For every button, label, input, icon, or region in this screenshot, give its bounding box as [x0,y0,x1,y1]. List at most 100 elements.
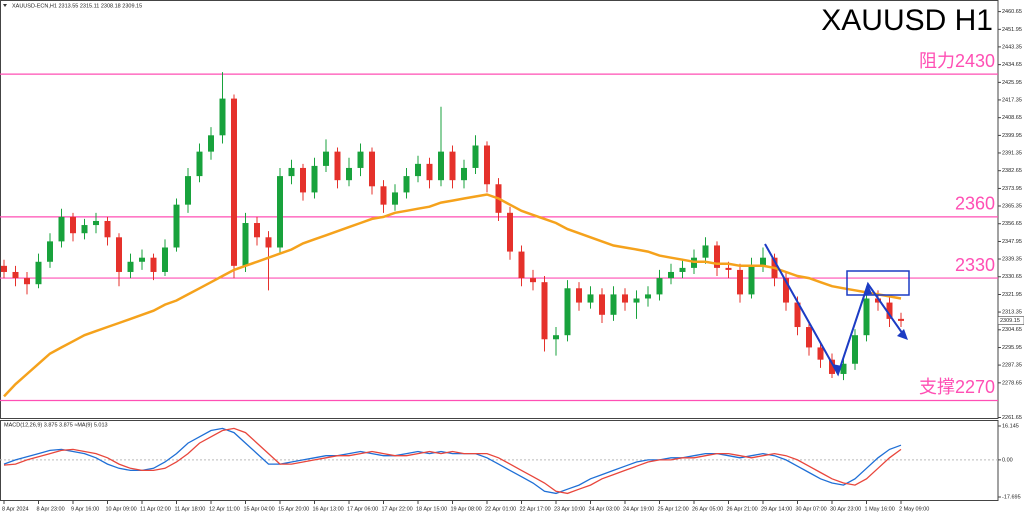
x-tick-label: 23 Apr 10:00 [554,506,585,512]
candle-body [668,271,674,279]
x-tick-label: 11 Apr 02:00 [140,506,171,512]
y-tick-label: 2460.65 [1002,9,1022,15]
x-tick-label: 30 Apr 23:00 [830,506,861,512]
y-tick-label: 2443.35 [1002,44,1022,50]
y-tick-label: 2295.95 [1002,345,1022,351]
macd-label: MACD(12,26,9) 3.875 3.875 ≈MA(9) 5.013 [4,422,108,428]
candle-body [541,282,548,340]
candle-body [415,163,421,177]
candle-body [242,223,249,266]
candle-body [47,241,53,262]
x-tick-label: 9 Apr 16:00 [71,506,99,512]
candle-body [714,245,720,268]
y-tick-label: 2278.65 [1002,380,1022,386]
candle-body [840,363,847,374]
candle-body [610,294,617,315]
x-tick-label: 25 Apr 12:00 [658,506,689,512]
y-tick-label: 2347.95 [1002,239,1022,245]
macd-panel-frame [0,420,999,501]
candle-body [817,347,824,360]
candle-body [829,359,835,374]
y-tick-label: 2321.95 [1002,292,1022,298]
macd-y-tick-label: -17.695 [1002,494,1021,500]
y-tick-label: 2451.95 [1002,27,1022,33]
level-label: 2360 [955,194,995,214]
candle-body [139,257,145,262]
menu-arrow [3,4,7,7]
x-tick-label: 30 Apr 07:00 [796,506,827,512]
candle-body [150,257,157,272]
x-tick-label: 19 Apr 08:00 [451,506,482,512]
candle-body [875,298,881,303]
y-tick-label: 2399.95 [1002,133,1022,139]
candle-body [58,216,65,242]
y-tick-label: 2382.65 [1002,168,1022,174]
x-tick-label: 22 Apr 01:00 [485,506,516,512]
candle-body [380,186,387,205]
candle-body [449,151,456,181]
levels: 阻力2430 2360 2330 支撑2270 [0,51,998,402]
candle-body [679,267,686,272]
candle-body [1,265,7,272]
y-tick-label: 2304.65 [1002,327,1022,333]
candle-body [783,278,789,303]
y-tick-label: 2356.65 [1002,221,1022,227]
candle-body [403,176,410,193]
candle-body [587,294,594,303]
arrow-head [897,329,908,340]
y-tick-label: 2434.65 [1002,62,1022,68]
candle-body [725,267,732,270]
candle-body [599,294,605,315]
candle-body [277,176,283,248]
annotation [764,243,910,377]
candle-body [530,278,536,283]
candle-body [576,288,582,303]
x-tick-label: 29 Apr 14:00 [761,506,792,512]
candle-body [196,151,203,177]
candle-body [93,220,99,226]
candle-body [553,335,559,340]
arrow-head [864,284,872,295]
x-tick-label: 15 Apr 04:00 [244,506,275,512]
x-tick-label: 2 May 09:00 [899,506,929,512]
x-tick-label: 8 Apr 23:00 [37,506,65,512]
candle-body [35,261,42,285]
candle-body [645,294,651,299]
candle-body [461,167,467,181]
candle-body [116,237,122,272]
level-label: 阻力2430 [919,51,995,71]
x-tick-label: 10 Apr 09:00 [106,506,137,512]
candle-body [633,298,640,303]
chart-title: XAUUSD H1 [821,4,993,37]
level-label: 支撑2270 [919,377,995,397]
candle-body [507,212,513,252]
candle-body [12,271,19,279]
candle-body [334,151,341,181]
last-price-box [997,316,1024,325]
x-tick-label: 1 May 16:00 [865,506,895,512]
candle-body [104,220,111,238]
candle-body [369,151,375,187]
arrow-head [832,364,842,374]
x-tick-label: 24 Apr 03:00 [589,506,620,512]
y-tick-label: 2339.35 [1002,256,1022,262]
y-tick-label: 2365.35 [1002,203,1022,209]
y-tick-label: 2417.35 [1002,97,1022,103]
candle-body [702,245,709,258]
candle-body [219,98,226,136]
y-tick-label: 2425.95 [1002,80,1022,86]
x-tick-label: 26 Apr 05:00 [692,506,723,512]
candle-body [208,135,214,152]
last-price-label: 2309.15 [1000,318,1020,324]
candle-body [622,294,628,303]
y-tick-label: 2330.65 [1002,274,1022,280]
x-tick-label: 11 Apr 18:00 [175,506,206,512]
candle-body [231,98,237,266]
zigzag-annotation [764,243,906,377]
x-tick-label: 15 Apr 20:00 [278,506,309,512]
macd-y-tick-label: 16.145 [1002,423,1019,429]
candle-body [346,167,352,181]
candle-body [760,257,766,266]
candle-body [656,278,663,295]
